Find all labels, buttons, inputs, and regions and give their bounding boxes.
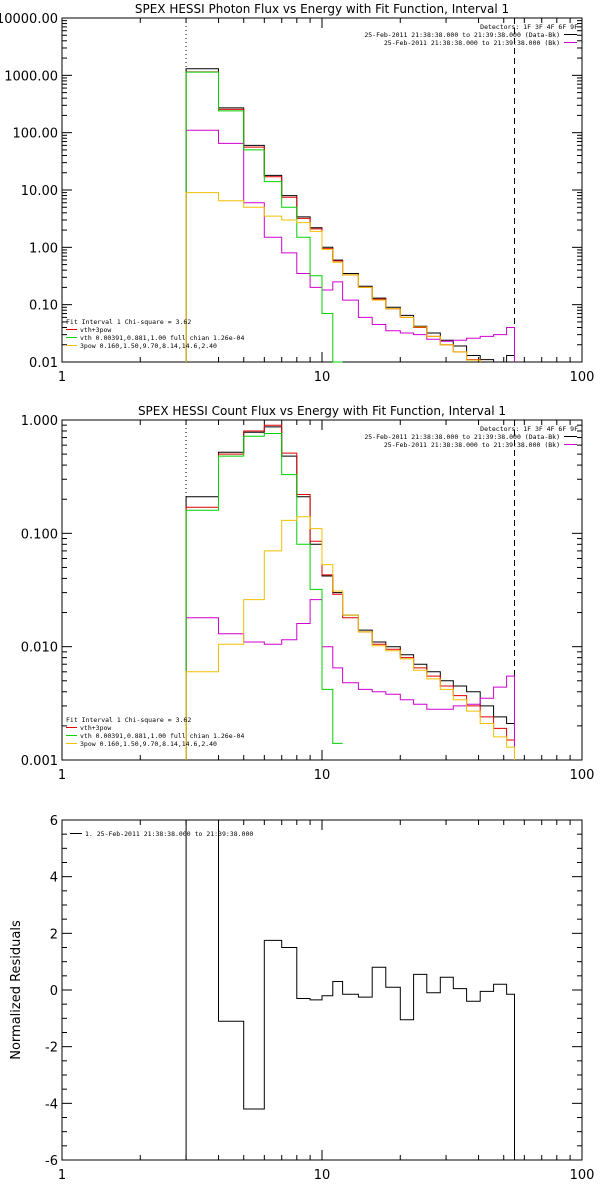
x-tick-label: 10 <box>314 768 331 783</box>
series-3pow <box>185 192 481 362</box>
y-tick-label: 0.100 <box>21 527 58 542</box>
y-tick-label: 0.001 <box>21 754 58 769</box>
legend-entry: 25-Feb-2011 21:38:38.000 to 21:39:38.000… <box>364 31 560 39</box>
legend-entry: vth+3pow <box>80 326 111 334</box>
x-tick-label: 10 <box>314 1168 331 1183</box>
legend-entry: 25-Feb-2011 21:38:38.000 to 21:39:38.000… <box>384 39 560 47</box>
series-vth <box>185 433 343 760</box>
y-tick-label: 10.00 <box>21 184 58 199</box>
legend-entry: 3pow 0.160,1.50,9.70,8.14,14.6,2.40 <box>80 342 217 350</box>
y-tick-label: 0.01 <box>29 356 58 371</box>
chart-title: SPEX HESSI Photon Flux vs Energy with Fi… <box>135 2 509 16</box>
series-residuals <box>185 819 515 1160</box>
legend-entry: Fit Interval 1 Chi-square = 3.62 <box>66 318 191 326</box>
chart-title: SPEX HESSI Count Flux vs Energy with Fit… <box>138 404 506 418</box>
x-tick-label: 1 <box>58 1168 66 1183</box>
legend-entry: 3pow 0.160,1.50,9.70,8.14,14.6,2.40 <box>80 740 217 748</box>
x-tick-label: 100 <box>570 768 595 783</box>
legend-entry: vth 0.00391,0.881,1.00 full chian 1.26e-… <box>80 334 244 342</box>
y-tick-label: -4 <box>45 1097 58 1112</box>
legend-entry: vth 0.00391,0.881,1.00 full chian 1.26e-… <box>80 732 244 740</box>
series-bk <box>185 599 515 760</box>
x-tick-label: 1 <box>58 370 66 385</box>
legend-entry: Fit Interval 1 Chi-square = 3.62 <box>66 716 191 724</box>
y-tick-label: 2 <box>50 927 58 942</box>
legend-entry: Detectors: 1F 3F 4F 6F 9F <box>480 23 578 31</box>
series-vth-3pow <box>185 424 515 760</box>
series-data-bk <box>185 68 515 362</box>
x-tick-label: 1 <box>58 768 66 783</box>
x-tick-label: 10 <box>314 370 331 385</box>
x-tick-label: 100 <box>570 370 595 385</box>
plot-frame-3 <box>61 819 583 1161</box>
y-tick-label: 10000.00 <box>0 12 58 27</box>
y-tick-label: 100.00 <box>13 127 59 142</box>
series-data-bk <box>185 426 515 760</box>
legend-entry: 1. 25-Feb-2011 21:38:38.000 to 21:39:38.… <box>85 830 253 838</box>
y-tick-label: 1.000 <box>21 414 58 429</box>
legend-entry: 25-Feb-2011 21:38:38.000 to 21:39:38.000… <box>364 433 560 441</box>
y-tick-label: -6 <box>45 1154 58 1169</box>
y-tick-label: 6 <box>50 814 58 829</box>
y-tick-label: -2 <box>45 1041 58 1056</box>
legend-entry: Detectors: 1F 3F 4F 6F 9F <box>480 425 578 433</box>
y-tick-label: 0 <box>50 984 58 999</box>
series-bk <box>185 129 515 362</box>
legend-entry: vth+3pow <box>80 724 111 732</box>
y-axis-label: Normalized Residuals <box>9 920 24 1060</box>
y-tick-label: 4 <box>50 871 58 886</box>
x-tick-label: 100 <box>570 1168 595 1183</box>
y-tick-label: 1.00 <box>29 241 58 256</box>
series-3pow <box>185 516 515 760</box>
legend-entry: 25-Feb-2011 21:38:38.000 to 21:39:38.000… <box>384 441 560 449</box>
y-tick-label: 0.010 <box>21 641 58 656</box>
y-tick-label: 1000.00 <box>4 69 58 84</box>
series-vth <box>185 71 343 363</box>
y-tick-label: 0.10 <box>29 299 58 314</box>
